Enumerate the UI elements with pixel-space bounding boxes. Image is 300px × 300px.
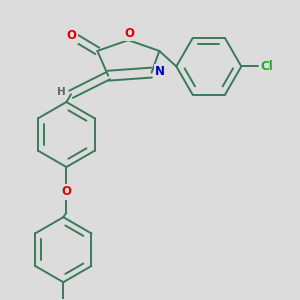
Text: O: O [66,29,76,42]
Text: Cl: Cl [260,60,273,73]
Text: H: H [57,87,66,97]
Text: N: N [155,65,165,79]
Text: O: O [61,185,71,198]
Text: O: O [124,27,134,40]
